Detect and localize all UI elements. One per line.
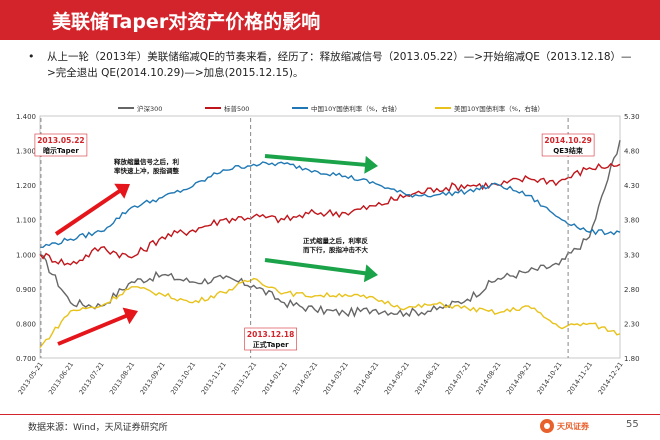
plot-frame [39, 115, 621, 359]
slide-title: 美联储Taper对资产价格的影响 [52, 11, 321, 33]
left-tick-label: 1.200 [16, 182, 36, 190]
right-tick-label: 3.80 [624, 217, 640, 225]
green-arrow [264, 154, 378, 174]
x-tick-label: 2014-04-21 [352, 361, 380, 397]
x-tick-label: 2013-10-21 [169, 361, 197, 397]
footer-divider [0, 414, 660, 415]
x-tick-label: 2013-05-21 [16, 361, 44, 397]
annotation-text: 而下行，股指冲击不大 [303, 245, 369, 254]
event-date: 2014.10.29 [544, 136, 591, 145]
x-tick-label: 2013-12-21 [230, 361, 258, 397]
left-tick-label: 1.400 [16, 113, 36, 121]
series-line [39, 277, 621, 349]
legend-entry: 中国10Y国债利率（%，右轴） [311, 104, 401, 113]
x-tick-label: 2013-08-21 [108, 361, 136, 397]
annotation-text: 正式缩量之后，利率反 [303, 236, 369, 245]
x-tick-label: 2014-08-21 [474, 361, 502, 397]
red-arrow [54, 183, 130, 236]
red-arrow [57, 307, 139, 346]
left-tick-label: 1.300 [16, 148, 36, 156]
right-tick-label: 4.30 [624, 182, 640, 190]
bullet-text: 从上一轮（2013年）美联储缩减QE的节奏来看，经历了：释放缩减信号（2013.… [47, 51, 632, 79]
left-tick-label: 0.800 [16, 320, 36, 328]
legend-entry: 标普500 [224, 104, 249, 113]
right-tick-label: 4.80 [624, 148, 640, 156]
page-number: 55 [626, 419, 639, 430]
chart: 0.700 0.800 0.900 1.000 1.100 1.200 1.300 1.400… [16, 104, 640, 397]
green-arrow [264, 258, 378, 283]
right-tick-label: 1.80 [624, 355, 640, 363]
series-line [39, 140, 621, 318]
left-tick-label: 1.000 [16, 251, 36, 259]
x-tick-label: 2013-06-21 [47, 361, 75, 397]
brand-name: 天风证券 [557, 421, 589, 431]
annotation-text: 释放缩量信号之后，利 [114, 157, 180, 166]
event-label: 正式Taper [253, 340, 289, 349]
annotation-text: 率快速上冲，股指调整 [114, 166, 180, 175]
bullet-dot-icon: • [28, 50, 35, 63]
event-label: QE3结束 [553, 146, 584, 155]
x-tick-label: 2014-12-21 [596, 361, 624, 397]
x-tick-label: 2013-09-21 [139, 361, 167, 397]
right-tick-label: 5.30 [624, 113, 640, 121]
x-tick-label: 2014-03-21 [322, 361, 350, 397]
event-box [244, 327, 297, 351]
series-line [39, 161, 621, 249]
brand-mark-icon [540, 419, 554, 433]
right-tick-label: 2.30 [624, 320, 640, 328]
x-tick-label: 2014-01-21 [261, 361, 289, 397]
legend-entry: 美国10Y国债利率（%，右轴） [454, 104, 544, 113]
x-tick-label: 2013-07-21 [77, 361, 105, 397]
x-tick-label: 2013-11-21 [200, 361, 228, 397]
event-date: 2013.05.22 [37, 136, 84, 145]
x-tick-label: 2014-10-21 [535, 361, 563, 397]
x-tick-label: 2014-07-21 [444, 361, 472, 397]
left-tick-label: 0.900 [16, 286, 36, 294]
right-tick-label: 3.30 [624, 251, 640, 259]
event-box [34, 133, 88, 157]
x-tick-label: 2014-05-21 [383, 361, 411, 397]
series-line [39, 162, 621, 266]
x-tick-label: 2014-06-21 [413, 361, 441, 397]
event-date: 2013.12.18 [247, 330, 294, 339]
event-box [541, 133, 595, 157]
right-tick-label: 2.80 [624, 286, 640, 294]
x-tick-label: 2014-02-21 [291, 361, 319, 397]
left-tick-label: 0.700 [16, 355, 36, 363]
data-source: 数据来源：Wind，天风证券研究所 [28, 423, 168, 433]
event-label: 暗示Taper [43, 146, 79, 155]
x-tick-label: 2014-09-21 [505, 361, 533, 397]
x-tick-label: 2014-11-21 [566, 361, 594, 397]
legend-entry: 沪深300 [137, 104, 162, 113]
brand-logo: 天风证券 [540, 419, 589, 433]
left-tick-label: 1.100 [16, 217, 36, 225]
title-bar: 美联储Taper对资产价格的影响 [0, 0, 660, 40]
bullet-block: • 从上一轮（2013年）美联储缩减QE的节奏来看，经历了：释放缩减信号（201… [28, 49, 640, 81]
